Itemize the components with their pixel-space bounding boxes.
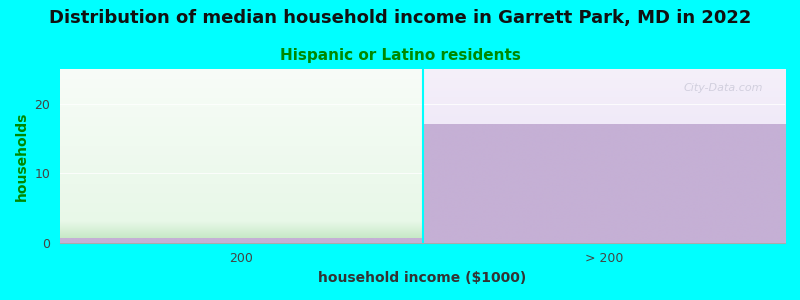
X-axis label: household income ($1000): household income ($1000) [318, 271, 526, 285]
Text: Hispanic or Latino residents: Hispanic or Latino residents [279, 48, 521, 63]
Text: Distribution of median household income in Garrett Park, MD in 2022: Distribution of median household income … [49, 9, 751, 27]
Y-axis label: households: households [15, 111, 29, 200]
Text: City-Data.com: City-Data.com [684, 83, 763, 93]
